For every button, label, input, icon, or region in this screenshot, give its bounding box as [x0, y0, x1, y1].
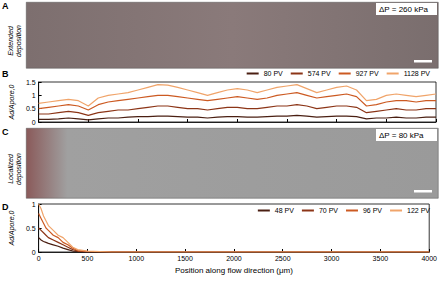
svg-text:Extended: Extended [7, 25, 14, 56]
svg-text:0: 0 [37, 255, 41, 262]
svg-text:ΔP = 80 kPa: ΔP = 80 kPa [379, 131, 424, 140]
svg-text:A: A [2, 1, 9, 11]
svg-text:Localized: Localized [7, 153, 14, 184]
svg-text:deposition: deposition [15, 153, 23, 185]
svg-text:Position along flow direction: Position along flow direction (μm) [175, 266, 293, 275]
svg-text:927 PV: 927 PV [356, 70, 379, 77]
svg-text:D: D [2, 202, 9, 212]
svg-text:Ad/Apore,0: Ad/Apore,0 [8, 210, 16, 246]
svg-text:48 PV: 48 PV [275, 207, 294, 214]
svg-text:1: 1 [32, 201, 36, 208]
svg-text:1500: 1500 [177, 255, 193, 262]
svg-text:80 PV: 80 PV [264, 70, 283, 77]
svg-text:deposition: deposition [15, 25, 23, 57]
svg-text:2000: 2000 [226, 255, 242, 262]
svg-text:574 PV: 574 PV [308, 70, 331, 77]
svg-text:0.5: 0.5 [26, 225, 36, 232]
svg-text:B: B [2, 69, 9, 79]
svg-text:ΔP = 260 kPa: ΔP = 260 kPa [379, 5, 429, 14]
svg-text:3000: 3000 [324, 255, 340, 262]
svg-text:4000: 4000 [421, 255, 437, 262]
svg-text:1: 1 [32, 92, 36, 99]
svg-text:70 PV: 70 PV [319, 207, 338, 214]
svg-text:0: 0 [32, 249, 36, 256]
svg-text:Ad/Apore,0: Ad/Apore,0 [8, 84, 16, 120]
svg-text:3500: 3500 [373, 255, 389, 262]
svg-text:0: 0 [32, 119, 36, 126]
svg-text:1.5: 1.5 [26, 79, 36, 86]
svg-text:1000: 1000 [128, 255, 144, 262]
svg-text:122 PV: 122 PV [407, 207, 430, 214]
svg-text:C: C [2, 127, 9, 137]
svg-text:500: 500 [82, 255, 94, 262]
svg-text:96 PV: 96 PV [363, 207, 382, 214]
svg-text:0.5: 0.5 [26, 105, 36, 112]
svg-text:1128 PV: 1128 PV [404, 70, 431, 77]
svg-text:2500: 2500 [275, 255, 291, 262]
